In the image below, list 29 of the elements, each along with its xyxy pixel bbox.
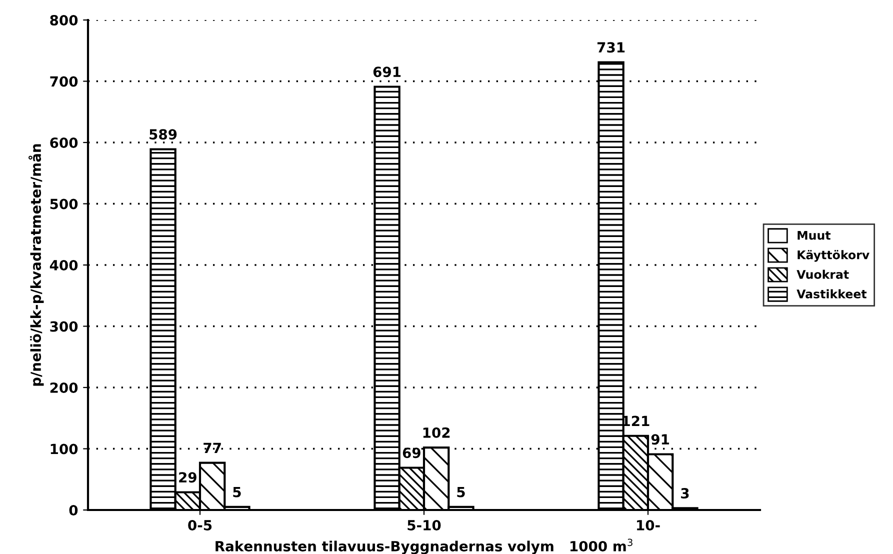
x-tick-label: 10- [637,520,660,530]
data-label: 5 [457,486,465,498]
legend-label: Muut [798,231,831,240]
y-tick-label: 400 [50,260,78,270]
x-tick-label: 0-5 [188,520,212,530]
y-tick-label: 800 [50,14,78,26]
data-label: 731 [597,42,625,53]
y-tick-label: 100 [50,444,78,454]
y-tick-label: 600 [50,137,78,148]
y-tick-label: 200 [50,382,78,393]
y-tick-label: 0 [69,504,78,516]
y-tick-label: 700 [50,76,78,87]
data-label: 91 [651,434,670,445]
y-axis-title: p/neliö/kk-p/kvadratmeter/mån [28,144,44,386]
y-tick-label: 500 [50,198,78,210]
legend-label: Käyttökorv [798,250,870,262]
data-label: 691 [373,66,401,78]
data-label: 3 [681,488,689,499]
data-label: 77 [204,442,221,454]
y-tick-label: 300 [50,321,78,332]
data-label: 5 [233,486,241,498]
data-label: 102 [423,427,450,438]
data-label: 589 [150,129,177,140]
data-label: 29 [179,472,196,483]
x-tick-label: 5-10 [408,520,441,530]
legend-label: Vastikkeet [796,289,867,298]
x-axis-title: Rakennusten tilavuus-Byggnadernas volym 1000 m$^{3}$ [216,538,632,554]
data-label: 69 [402,448,420,458]
legend-label: Vuokrat [796,270,849,279]
